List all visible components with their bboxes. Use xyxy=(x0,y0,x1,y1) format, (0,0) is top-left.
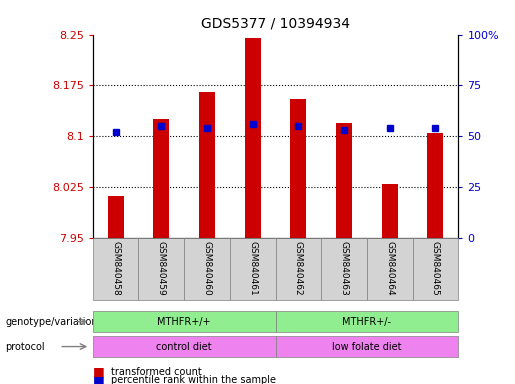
Text: control diet: control diet xyxy=(156,341,212,352)
Text: percentile rank within the sample: percentile rank within the sample xyxy=(111,375,276,384)
Text: transformed count: transformed count xyxy=(111,367,201,377)
Bar xyxy=(93,238,139,300)
Bar xyxy=(427,133,443,238)
Bar xyxy=(108,196,124,238)
Text: GSM840465: GSM840465 xyxy=(431,241,440,296)
Text: GSM840464: GSM840464 xyxy=(385,241,394,296)
Bar xyxy=(413,238,458,300)
Text: ■: ■ xyxy=(93,374,105,384)
Text: protocol: protocol xyxy=(5,341,45,352)
Text: low folate diet: low folate diet xyxy=(332,341,402,352)
Title: GDS5377 / 10394934: GDS5377 / 10394934 xyxy=(201,17,350,31)
Bar xyxy=(336,123,352,238)
Bar xyxy=(382,184,398,238)
Text: GSM840462: GSM840462 xyxy=(294,241,303,296)
Bar xyxy=(230,238,276,300)
Text: GSM840459: GSM840459 xyxy=(157,241,166,296)
Text: ■: ■ xyxy=(93,365,105,378)
Bar xyxy=(199,92,215,238)
Bar xyxy=(245,38,261,238)
Text: genotype/variation: genotype/variation xyxy=(5,316,98,327)
Bar xyxy=(367,238,413,300)
Text: GSM840460: GSM840460 xyxy=(202,241,212,296)
Text: GSM840463: GSM840463 xyxy=(339,241,349,296)
Text: GSM840458: GSM840458 xyxy=(111,241,120,296)
Bar xyxy=(153,119,169,238)
Bar xyxy=(290,99,306,238)
Text: GSM840461: GSM840461 xyxy=(248,241,257,296)
Bar xyxy=(139,238,184,300)
Text: MTHFR+/-: MTHFR+/- xyxy=(342,316,391,327)
Bar xyxy=(184,238,230,300)
Bar xyxy=(276,238,321,300)
Bar xyxy=(321,238,367,300)
Text: MTHFR+/+: MTHFR+/+ xyxy=(158,316,211,327)
